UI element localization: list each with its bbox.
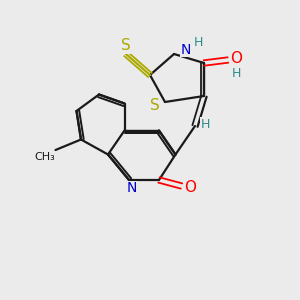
Text: H: H xyxy=(193,35,203,49)
Text: N: N xyxy=(180,43,190,56)
Text: H: H xyxy=(232,67,241,80)
Text: O: O xyxy=(230,51,242,66)
Text: CH₃: CH₃ xyxy=(34,152,56,163)
Text: S: S xyxy=(121,38,130,53)
Text: O: O xyxy=(184,180,196,195)
Text: H: H xyxy=(201,118,210,131)
Text: N: N xyxy=(127,182,137,195)
Text: S: S xyxy=(150,98,159,112)
